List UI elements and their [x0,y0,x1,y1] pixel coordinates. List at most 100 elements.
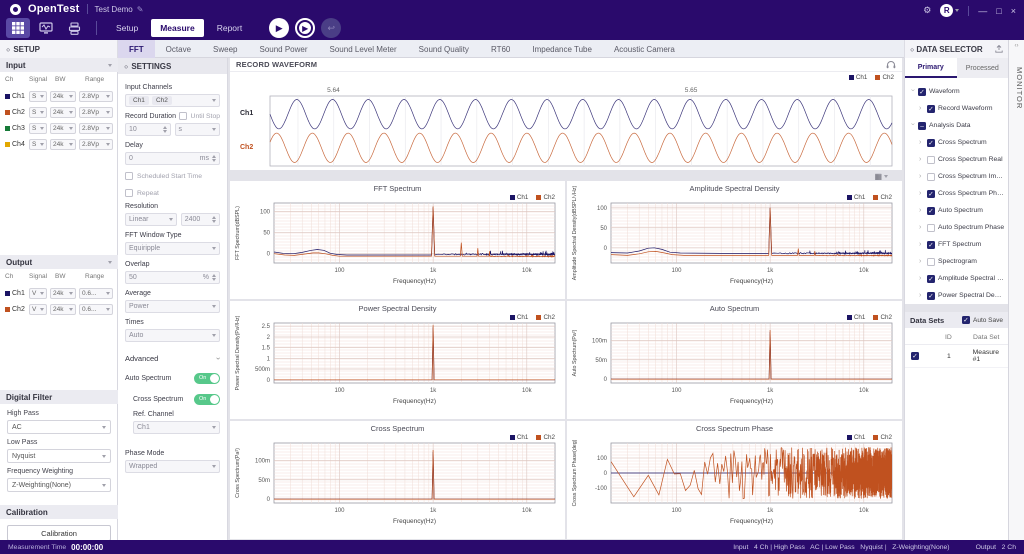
tab-rt60[interactable]: RT60 [490,44,511,54]
range-select[interactable]: 2.8Vp [79,138,113,150]
range-select[interactable]: 0.6... [79,287,113,299]
expand-icon[interactable]: › [919,105,922,112]
tab-sweep[interactable]: Sweep [213,44,238,54]
checkbox-icon[interactable]: – [918,121,926,130]
bw-select[interactable]: 24k [50,138,76,150]
tree-item-waveform[interactable]: › ✓ Waveform [908,83,1005,100]
settings-header[interactable]: ‹› SETTINGS [118,58,227,74]
duration-unit-select[interactable]: s [174,123,220,136]
tree-item-record-waveform[interactable]: › ✓ Record Waveform [908,100,1005,117]
signal-select[interactable]: V [29,287,47,299]
checkbox-icon[interactable]: ✓ [927,291,935,300]
range-select[interactable]: 2.8Vp [79,122,113,134]
play-button[interactable]: ▶ [269,18,290,38]
checkbox-icon[interactable] [927,172,935,181]
tab-impedance-tube[interactable]: Impedance Tube [532,44,592,54]
expand-icon[interactable]: › [919,292,922,299]
setup-panel-header[interactable]: ‹› SETUP [0,40,118,58]
ref-channel-select[interactable]: Ch1 [133,421,220,434]
tree-item-cross-spectrum-phase[interactable]: › ✓ Cross Spectrum Phase [908,185,1005,202]
resolution-value-input[interactable]: 2400 [180,213,220,226]
signal-select[interactable]: S [29,90,47,102]
checkbox-icon[interactable]: ✓ [927,274,935,283]
delay-input[interactable]: 0 ms [125,152,220,165]
checkbox-icon[interactable]: ✓ [911,352,919,360]
bw-select[interactable]: 24k [50,90,76,102]
data-selector-header[interactable]: ‹› DATA SELECTOR [904,40,1008,58]
fft-spectrum-plot[interactable]: 100 1k 10k 0 50 100 Frequency(Hz) FFT Spectrum(… [230,181,565,299]
signal-select[interactable]: S [29,138,47,150]
collapse-arrows-icon[interactable]: ‹› [6,44,10,54]
high-pass-select[interactable]: AC [7,420,111,434]
range-select[interactable]: 2.8Vp [79,106,113,118]
tab-sound-quality[interactable]: Sound Quality [418,44,469,54]
repeat-checkbox[interactable]: Repeat [125,189,220,197]
collapse-arrows-icon[interactable]: ‹› [124,61,128,71]
checkbox-icon[interactable]: ✓ [927,189,935,198]
calibration-button[interactable]: Calibration [7,525,111,541]
output-section-header[interactable]: Output [0,255,118,269]
collapse-arrows-icon[interactable]: ‹› [1014,43,1019,49]
close-button[interactable]: × [1010,5,1016,16]
tab-sound-level-meter[interactable]: Sound Level Meter [329,44,397,54]
tree-item-analysis-data[interactable]: › – Analysis Data [908,117,1005,134]
checkbox-icon[interactable] [927,155,935,164]
until-stop-checkbox[interactable]: Until Stop [178,112,220,120]
tab-fft[interactable]: FFT [118,40,155,58]
signal-select[interactable]: S [29,106,47,118]
phase-mode-select[interactable]: Wrapped [125,460,220,473]
dashboard-grid-icon[interactable] [6,18,30,38]
input-channels-select[interactable]: Ch1 Ch2 [125,94,220,107]
checkbox-icon[interactable]: ✓ [927,240,935,249]
cross-spectrum-toggle[interactable]: On [194,394,220,405]
tree-item-cross-spectrum-imagi-[interactable]: › Cross Spectrum Imagi... [908,168,1005,185]
expand-icon[interactable]: › [919,207,922,214]
tree-item-auto-spectrum-phase[interactable]: › Auto Spectrum Phase [908,219,1005,236]
collapse-arrows-icon[interactable]: ‹› [910,44,914,54]
nav-report[interactable]: Report [216,23,243,33]
tree-item-power-spectral-density[interactable]: › ✓ Power Spectral Density [908,287,1005,304]
expand-icon[interactable]: › [909,123,916,126]
record-loop-button[interactable]: ▶ [295,18,316,38]
checkbox-icon[interactable] [927,257,935,266]
times-select[interactable]: Auto [125,329,220,342]
range-select[interactable]: 2.8Vp [79,90,113,102]
advanced-collapsible[interactable]: Advanced › [125,354,223,363]
bw-select[interactable]: 24k [50,303,76,315]
frequency-weighting-select[interactable]: Z-Weighting(None) [7,478,111,492]
expand-icon[interactable]: › [919,224,922,231]
checkbox-icon[interactable]: ✓ [927,104,935,113]
expand-icon[interactable]: › [919,258,922,265]
signal-select[interactable]: V [29,303,47,315]
maximize-button[interactable]: □ [996,5,1002,16]
headphones-icon[interactable] [886,56,896,74]
low-pass-select[interactable]: Nyquist [7,449,111,463]
expand-icon[interactable]: › [919,156,922,163]
expand-icon[interactable]: › [919,275,922,282]
tree-item-auto-spectrum[interactable]: › ✓ Auto Spectrum [908,202,1005,219]
nav-measure[interactable]: Measure [151,19,204,37]
scheduled-start-checkbox[interactable]: Scheduled Start Time [125,172,220,180]
settings-gear-icon[interactable]: ⚙ [923,5,932,15]
tab-octave[interactable]: Octave [165,44,192,54]
nav-setup[interactable]: Setup [116,23,139,33]
power-spectral-density-plot[interactable]: 100 1k 10k 0 500m 1 1.5 2 2.5 Frequency(Hz) Power … [230,301,565,419]
overlap-input[interactable]: 50 % [125,271,220,284]
range-select[interactable]: 0.6... [79,303,113,315]
input-section-header[interactable]: Input [0,58,118,72]
resolution-type-select[interactable]: Linear [125,213,177,226]
tab-sound-power[interactable]: Sound Power [259,44,308,54]
checkbox-icon[interactable]: ✓ [927,138,935,147]
expand-icon[interactable]: › [919,173,922,180]
minimize-button[interactable]: — [978,5,988,16]
amplitude-spectral-density-plot[interactable]: 100 1k 10k 0 50 100 Frequency(Hz) Amplitude Spe… [567,181,902,299]
auto-spectrum-toggle[interactable]: On [194,373,220,384]
monitor-scope-icon[interactable] [34,18,58,38]
edit-pencil-icon[interactable]: ✎ [136,4,144,14]
printer-report-icon[interactable] [62,18,86,38]
layout-grid-control[interactable]: ▦ [230,172,902,181]
tab-primary[interactable]: Primary [905,58,957,78]
